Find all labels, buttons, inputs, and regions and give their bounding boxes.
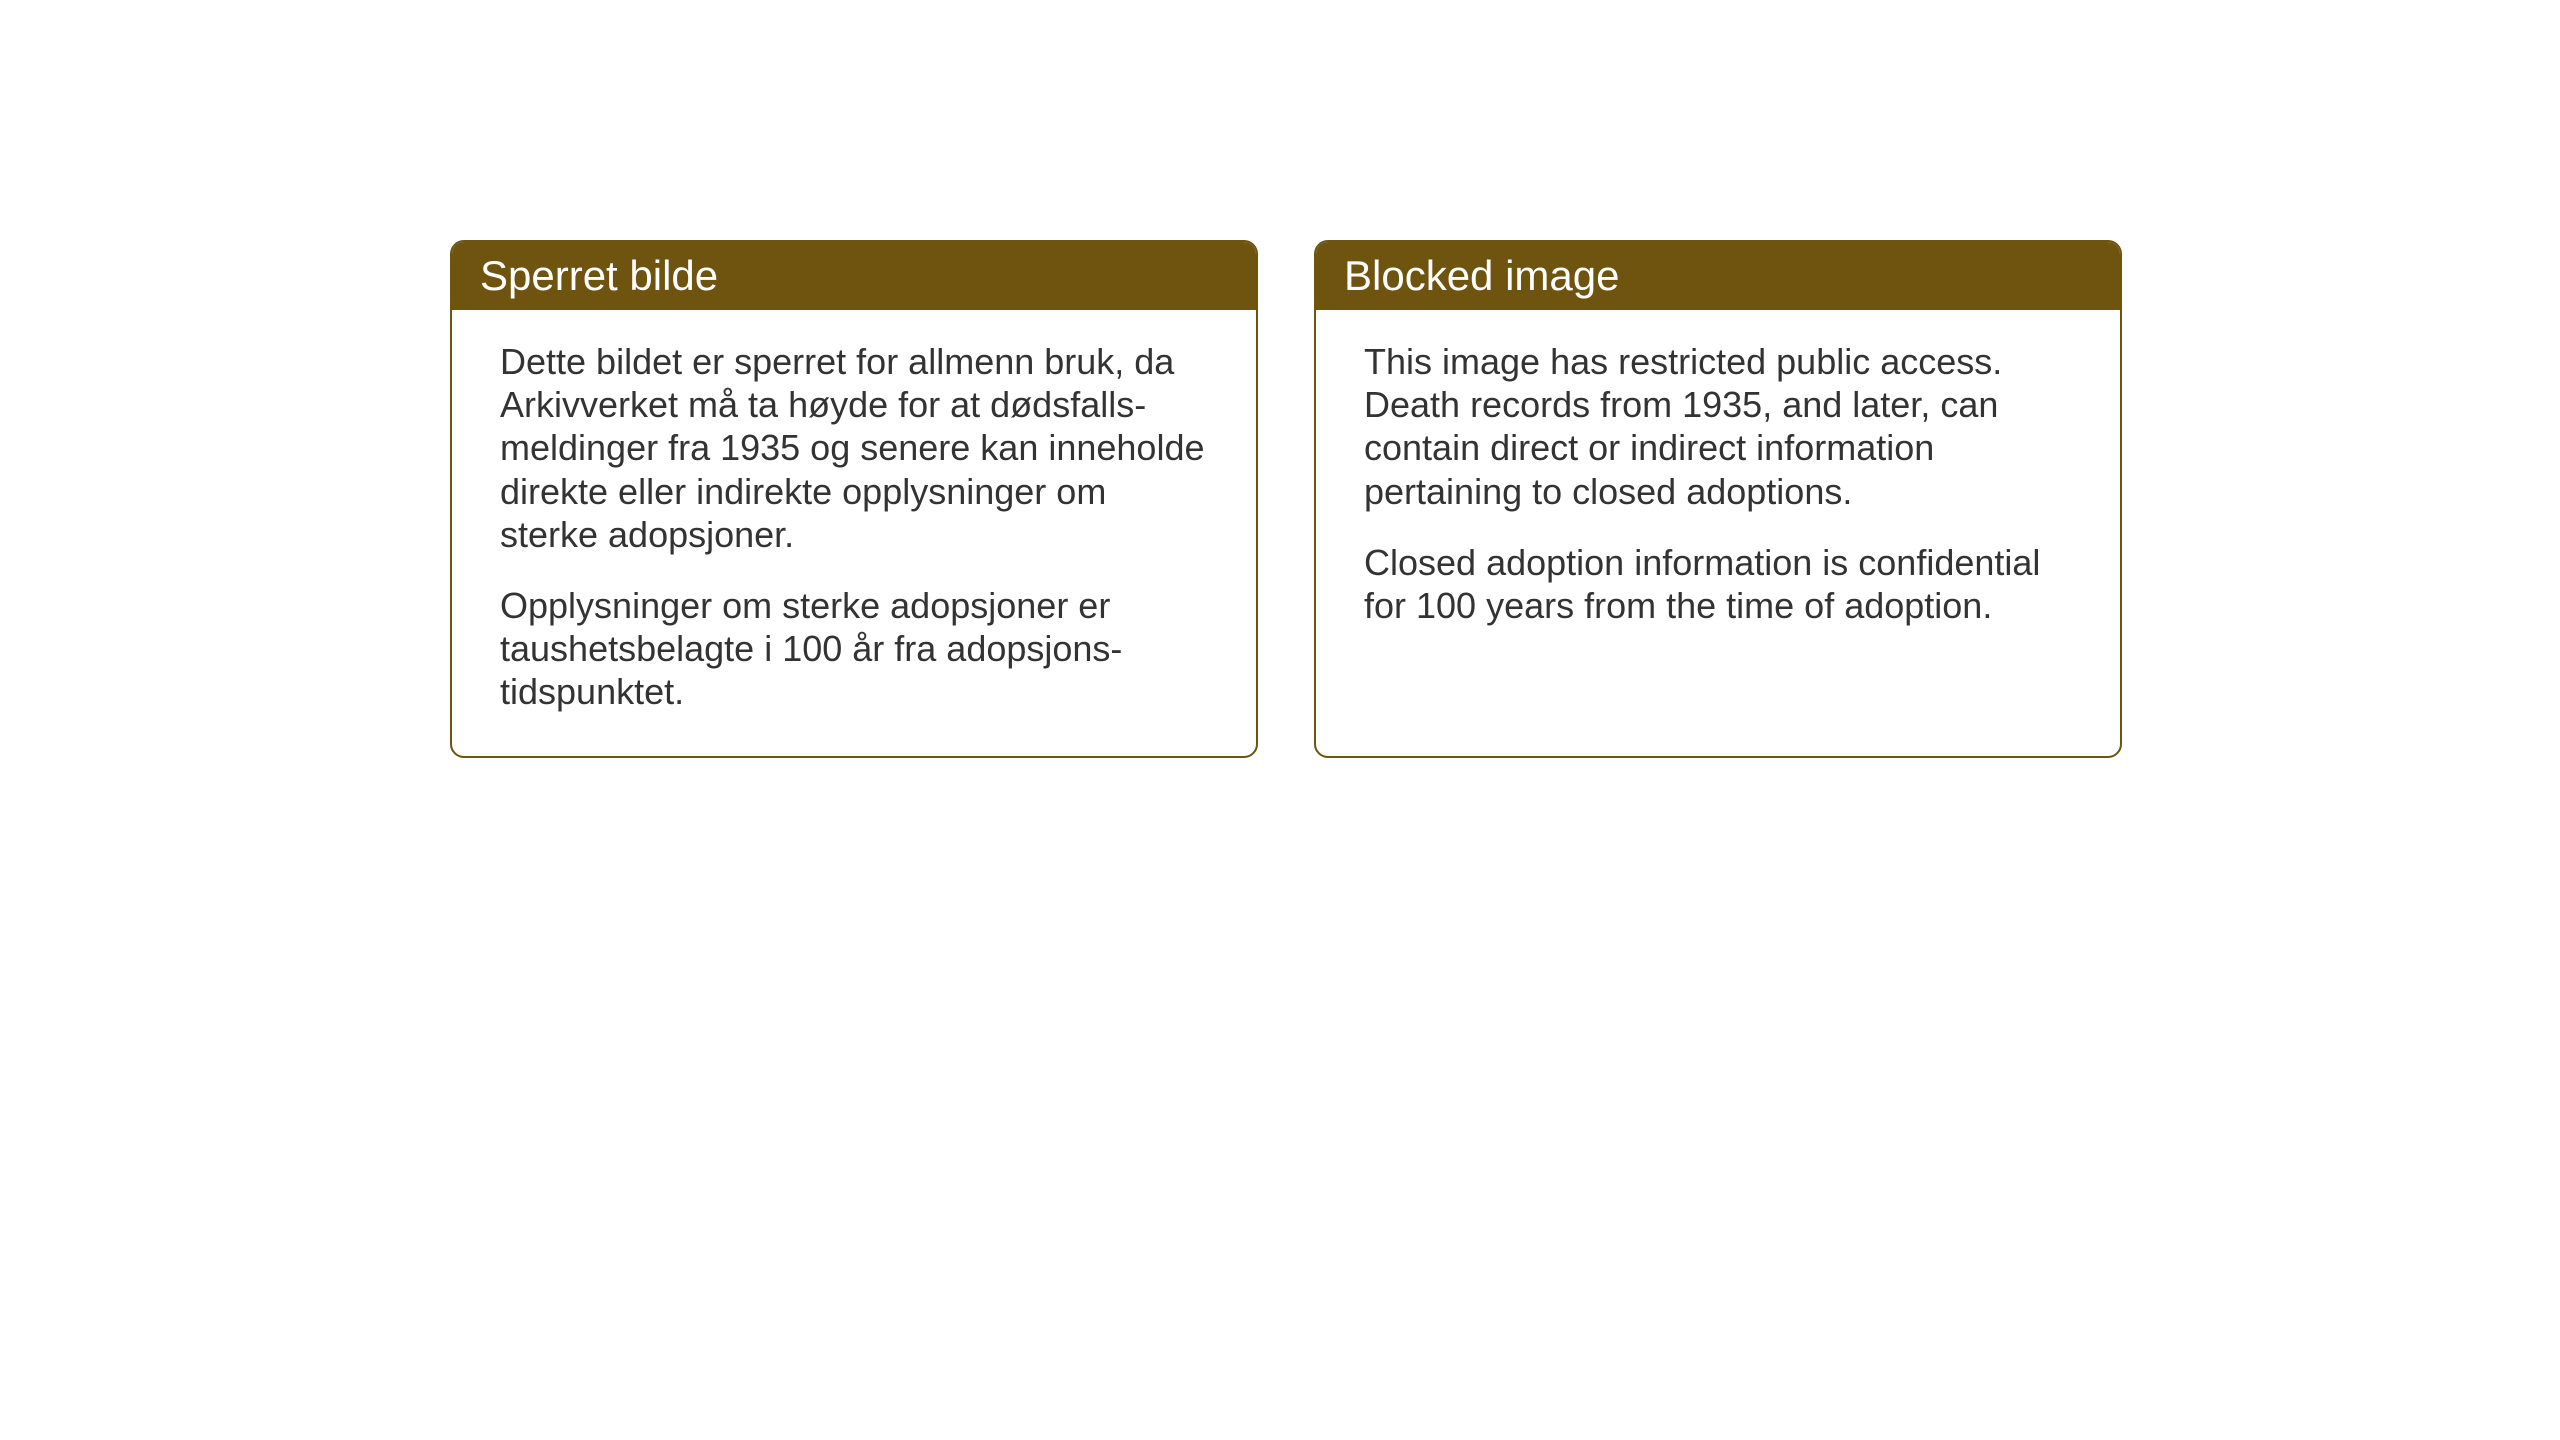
norwegian-paragraph-1: Dette bildet er sperret for allmenn bruk…	[500, 340, 1208, 556]
english-card-body: This image has restricted public access.…	[1316, 310, 2120, 669]
norwegian-card-title: Sperret bilde	[480, 252, 718, 299]
english-paragraph-1: This image has restricted public access.…	[1364, 340, 2072, 513]
norwegian-card-body: Dette bildet er sperret for allmenn bruk…	[452, 310, 1256, 756]
notice-container: Sperret bilde Dette bildet er sperret fo…	[450, 240, 2122, 758]
norwegian-paragraph-2: Opplysninger om sterke adopsjoner er tau…	[500, 584, 1208, 714]
english-card-title: Blocked image	[1344, 252, 1619, 299]
english-paragraph-2: Closed adoption information is confident…	[1364, 541, 2072, 627]
norwegian-notice-card: Sperret bilde Dette bildet er sperret fo…	[450, 240, 1258, 758]
norwegian-card-header: Sperret bilde	[452, 242, 1256, 310]
english-notice-card: Blocked image This image has restricted …	[1314, 240, 2122, 758]
english-card-header: Blocked image	[1316, 242, 2120, 310]
